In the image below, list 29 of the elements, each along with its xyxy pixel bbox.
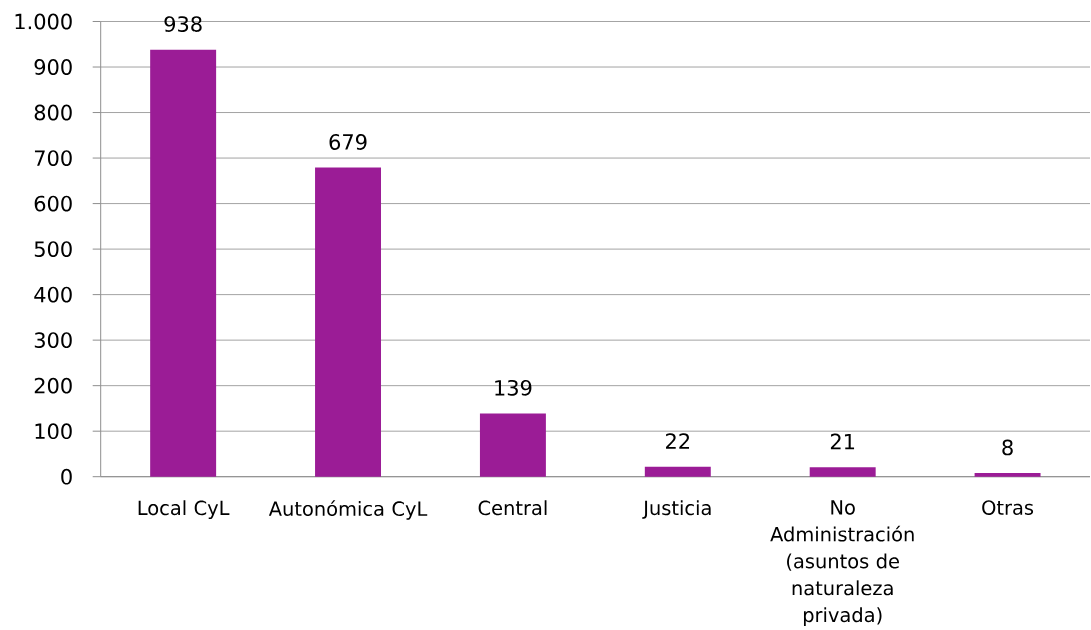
y-tick-label: 500 [34, 241, 72, 258]
y-tick-label: 900 [34, 59, 72, 75]
y-tick-label: 0 [61, 468, 72, 485]
y-tick-label: 800 [34, 104, 72, 121]
bar [644, 466, 711, 477]
x-tick-label: Justicia [642, 500, 711, 519]
x-tick-label: Autonómica CyL [268, 500, 428, 520]
data-label: 22 [666, 433, 690, 449]
x-tick-label: No Administración (asuntos de naturaleza privada) [770, 500, 914, 627]
data-label: 139 [495, 379, 532, 396]
y-tick-label: 600 [34, 195, 72, 212]
y-tick-label: 200 [34, 377, 72, 394]
y-tick-label: 100 [35, 423, 72, 440]
bar [315, 167, 381, 477]
y-tick-label: 1.000 [15, 13, 72, 30]
bar [809, 467, 876, 477]
x-tick-label: Central [478, 500, 547, 516]
x-tick-label: Otras [982, 500, 1034, 515]
y-tick-label: 400 [34, 286, 72, 303]
x-tick-label: Local CyL [138, 500, 230, 520]
data-label: 21 [830, 433, 855, 450]
data-label: 8 [1002, 439, 1013, 456]
bar [479, 413, 546, 477]
y-tick-label: 300 [34, 332, 72, 349]
y-tick-label: 700 [34, 150, 72, 166]
bar [150, 49, 217, 477]
data-label: 679 [329, 134, 367, 150]
data-label: 938 [164, 16, 202, 33]
bar [974, 473, 1041, 477]
